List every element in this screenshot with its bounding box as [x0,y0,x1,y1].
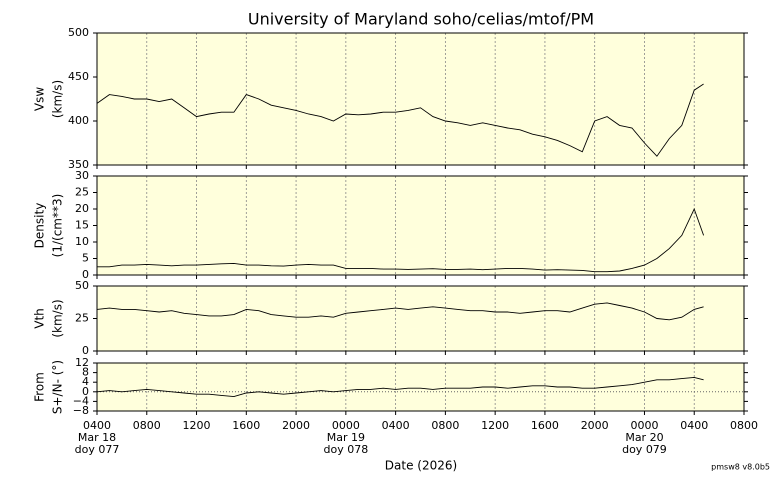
y-tick-label: 50 [75,279,89,292]
y-axis-label: (km/s) [51,80,65,118]
x-tick-label: 2000 [581,419,609,432]
x-axis-label: Date (2026) [385,459,457,473]
y-tick-label: 0 [82,385,89,398]
day-label: Mar 19 [327,431,365,444]
x-tick-label: 1600 [232,419,260,432]
y-tick-label: 0 [82,268,89,281]
chart-title: University of Maryland soho/celias/mtof/… [248,10,594,29]
data-line [96,302,704,321]
x-tick-label: 1200 [481,419,509,432]
y-tick-label: 8 [82,366,89,379]
plot-frame [96,362,745,412]
doy-label: doy 077 [75,443,120,456]
y-tick-label: 400 [68,114,89,127]
x-tick-label: 0000 [332,419,360,432]
y-tick-label: 350 [68,158,89,171]
day-label: Mar 20 [625,431,663,444]
plot-background [97,286,744,351]
y-tick-label: 4 [82,375,89,388]
x-tick-label: 0800 [431,419,459,432]
y-tick-label: −4 [73,394,89,407]
x-tick-label: 0400 [382,419,410,432]
plot-frame [96,32,745,166]
y-axis-label: S+/N- (°) [51,360,65,414]
x-tick-label: 1600 [531,419,559,432]
y-axis-label: Vsw [33,87,47,111]
x-tick-label: 2000 [282,419,310,432]
y-axis-label: Vth [33,308,47,329]
y-axis-label: Density [33,203,47,249]
x-tick-label: 1200 [183,419,211,432]
data-line [97,207,705,273]
plot-frame [96,175,745,276]
plot-background [97,363,744,411]
y-axis-label: (km/s) [51,299,65,337]
x-tick-label: 0800 [133,419,161,432]
y-tick-label: 15 [75,219,89,232]
y-tick-label: 25 [75,186,89,199]
y-tick-label: 450 [68,70,89,83]
doy-label: doy 079 [622,443,667,456]
day-label: Mar 18 [78,431,116,444]
y-tick-label: 30 [75,169,89,182]
y-axis-label: (1/(cm**3) [51,194,65,258]
plot-frame [96,285,745,352]
y-tick-label: 0 [82,344,89,357]
y-axis-label: From [33,372,47,402]
data-line [96,376,704,398]
plot-background [97,33,744,165]
y-tick-label: 5 [82,252,89,265]
x-tick-label: 0400 [83,419,111,432]
y-tick-label: 12 [75,356,89,369]
doy-label: doy 078 [323,443,368,456]
data-line [96,83,704,157]
footer: pmsw8 v8.0b5 [711,463,770,472]
x-tick-label: 0800 [730,419,758,432]
y-tick-label: 20 [75,202,89,215]
y-tick-label: 500 [68,26,89,39]
y-tick-label: 10 [75,235,89,248]
x-tick-label: 0400 [680,419,708,432]
y-tick-label: 25 [75,312,89,325]
y-tick-label: −8 [73,404,89,417]
x-tick-label: 0000 [630,419,658,432]
plot-background [97,176,744,275]
